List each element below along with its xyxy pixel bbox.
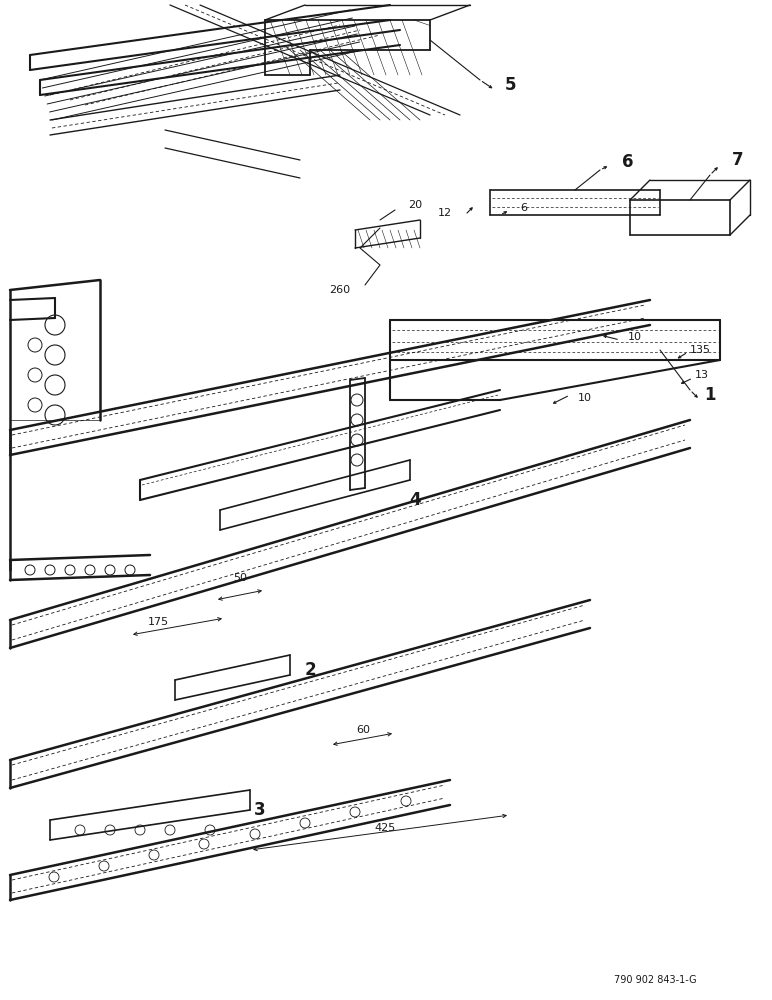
Text: 12: 12 — [438, 208, 452, 218]
Text: 60: 60 — [356, 725, 370, 735]
Text: 7: 7 — [732, 151, 743, 169]
Text: 20: 20 — [408, 200, 422, 210]
Text: 13: 13 — [695, 370, 709, 380]
Text: 3: 3 — [254, 801, 266, 819]
Text: 6: 6 — [622, 153, 634, 171]
Text: 425: 425 — [374, 823, 395, 833]
Text: 10: 10 — [578, 393, 592, 403]
Text: 135: 135 — [690, 345, 711, 355]
Text: 790 902 843-1-G: 790 902 843-1-G — [614, 975, 696, 985]
Text: 260: 260 — [329, 285, 350, 295]
Text: 6: 6 — [520, 203, 527, 213]
Text: 2: 2 — [304, 661, 316, 679]
Text: 4: 4 — [409, 491, 421, 509]
Text: 1: 1 — [704, 386, 716, 404]
Text: 50: 50 — [233, 573, 247, 583]
Text: 10: 10 — [628, 332, 642, 342]
Text: 175: 175 — [147, 617, 168, 627]
Text: 5: 5 — [504, 76, 516, 94]
